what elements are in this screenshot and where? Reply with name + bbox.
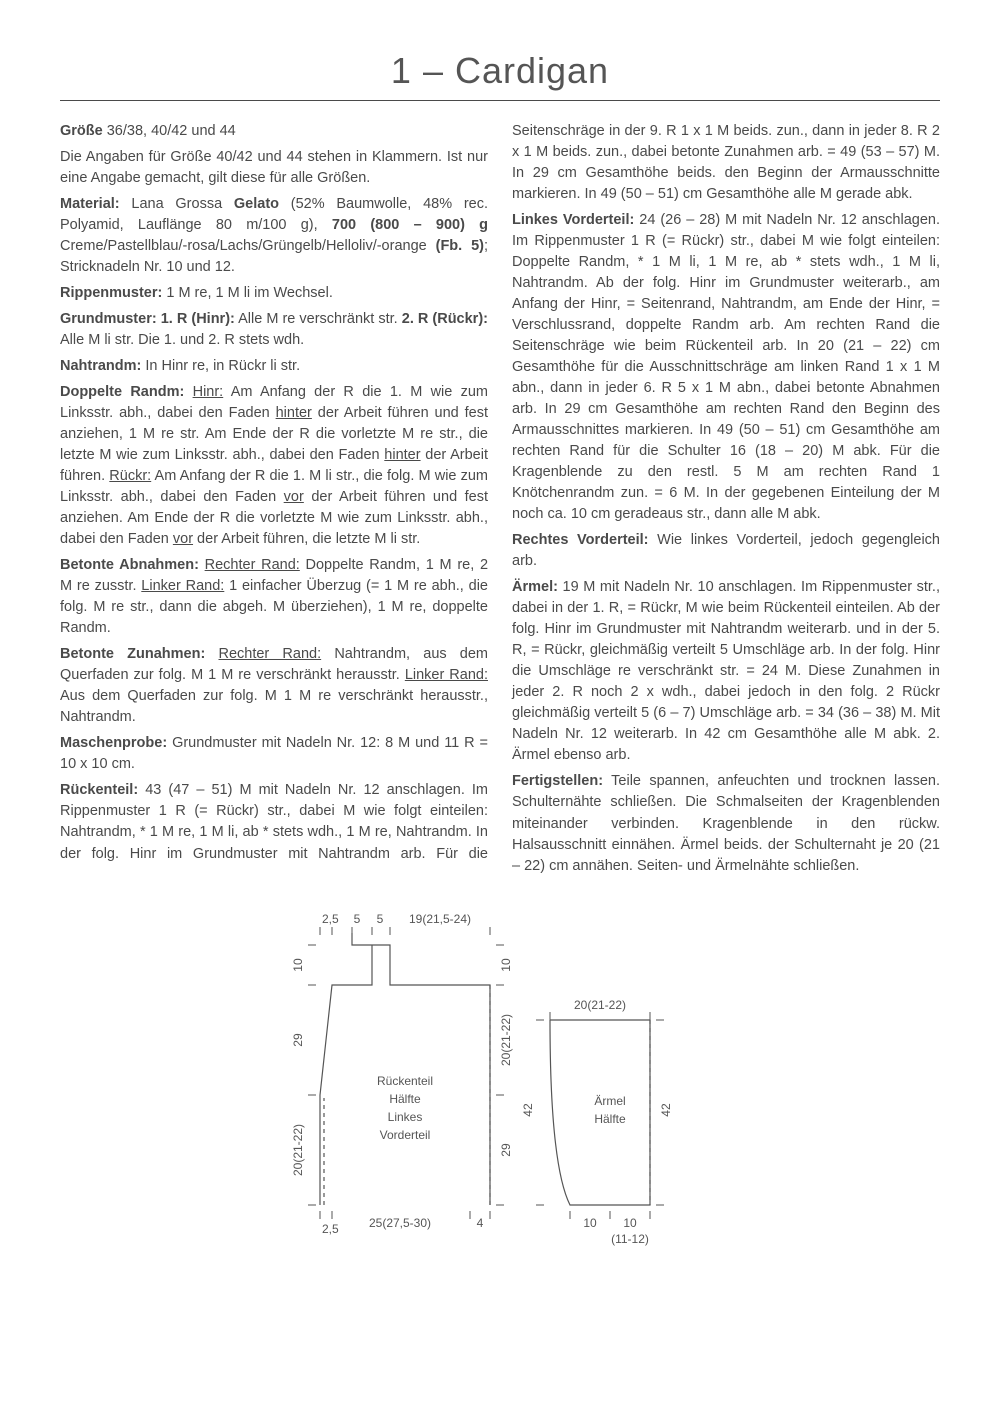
dim: 19(21,5-24) [409,912,471,926]
text: 19 M mit Nadeln Nr. 10 anschlagen. Im Ri… [512,579,940,763]
dim: 20(21-22) [574,998,626,1012]
dim: 25(27,5-30) [369,1216,431,1230]
label: Rechter Rand: [205,557,300,573]
label: Linkes Vorderteil: [512,212,634,228]
text: der Arbeit führen, die letzte M li str. [193,531,420,547]
dim: 20(21-22) [291,1124,305,1176]
text: In Hinr re, in Rückr li str. [141,358,300,374]
label: Hinr: [193,384,224,400]
label: Betonte Abnahmen: [60,557,199,573]
label: Rechtes Vorderteil: [512,532,649,548]
dim: 29 [499,1143,513,1157]
label: Rückr: [109,468,151,484]
label: Rippenmuster: [60,285,162,301]
label: Größe [60,123,103,139]
dim: 4 [477,1216,484,1230]
label: Rückenteil: [60,782,138,798]
text: vor [173,531,193,547]
text: hinter [384,447,420,463]
dim: (11-12) [611,1232,649,1246]
text: Alle M re verschränkt str. [235,311,402,327]
label: Linkes [388,1110,423,1124]
text: 700 (800 – 900) g [332,217,488,233]
label: Linker Rand: [141,578,224,594]
schematic-diagram: 2,5 5 5 19(21,5-24) 10 10 29 20(21-22) 2… [60,905,940,1270]
label: Rechter Rand: [218,646,321,662]
label: Hälfte [594,1112,626,1126]
label: Hälfte [389,1092,421,1106]
text: Creme/Pastellblau/-rosa/Lachs/Grüngelb/H… [60,238,436,254]
label: Rückenteil [377,1074,433,1088]
label: Linker Rand: [405,667,488,683]
dim: 10 [291,958,305,972]
dim: 10 [583,1216,597,1230]
text: hinter [276,405,312,421]
label: Material: [60,196,120,212]
label: Maschenprobe: [60,735,167,751]
dim: 42 [521,1103,535,1117]
dim: 10 [499,958,513,972]
page-title: 1 – Cardigan [60,50,940,101]
label: Vorderteil [380,1128,431,1142]
label: Ärmel [594,1094,625,1108]
text [205,646,218,662]
text: Lana Grossa [120,196,234,212]
text: Alle M li str. Die 1. und 2. R stets wdh… [60,332,304,348]
text: Die Angaben für Größe 40/42 und 44 stehe… [60,147,488,189]
label: 2. R (Rückr): [402,311,488,327]
text: vor [284,489,304,505]
label: Doppelte Randm: [60,384,184,400]
dim: 29 [291,1033,305,1047]
instruction-text: Größe 36/38, 40/42 und 44 Die Angaben fü… [60,121,940,877]
label: Nahtrandm: [60,358,141,374]
dim: 42 [659,1103,673,1117]
label: Grundmuster: 1. R (Hinr): [60,311,235,327]
text: (Fb. 5) [436,238,484,254]
dim: 2,5 [322,1222,339,1236]
text: Gelato [234,196,279,212]
dim: 20(21-22) [499,1014,513,1066]
label: Ärmel: [512,579,558,595]
label: Fertigstellen: [512,773,603,789]
dim: 10 [623,1216,637,1230]
dim: 5 [354,912,361,926]
text: 1 M re, 1 M li im Wechsel. [162,285,333,301]
text: Aus dem Querfaden zur folg. M 1 M re ver… [60,688,488,725]
dim: 5 [377,912,384,926]
label: Betonte Zunahmen: [60,646,205,662]
text [184,384,192,400]
text: 24 (26 – 28) M mit Nadeln Nr. 12 anschla… [512,212,940,522]
dim: 2,5 [322,912,339,926]
text: 36/38, 40/42 und 44 [103,123,236,139]
